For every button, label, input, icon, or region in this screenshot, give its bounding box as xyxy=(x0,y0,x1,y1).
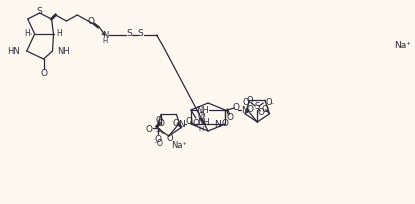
Text: O: O xyxy=(258,108,265,117)
Text: H: H xyxy=(103,38,107,44)
Text: O: O xyxy=(166,133,173,142)
Text: N: N xyxy=(215,120,221,129)
Text: ⁻O: ⁻O xyxy=(153,138,163,147)
Text: O: O xyxy=(247,105,254,114)
Text: S: S xyxy=(126,29,132,38)
Text: N: N xyxy=(102,31,108,40)
Text: O: O xyxy=(88,16,95,25)
Text: O: O xyxy=(198,112,205,121)
Text: Na⁺: Na⁺ xyxy=(171,140,187,149)
Text: S: S xyxy=(156,124,161,133)
Text: ⁻: ⁻ xyxy=(269,100,273,109)
Text: S: S xyxy=(37,7,42,16)
Text: HN: HN xyxy=(7,47,20,56)
Text: S: S xyxy=(255,102,260,111)
Text: NH: NH xyxy=(196,106,209,115)
Text: H: H xyxy=(56,28,62,37)
Text: Na⁺: Na⁺ xyxy=(394,40,411,49)
Text: O: O xyxy=(156,115,163,124)
Text: O: O xyxy=(155,134,162,143)
Text: O: O xyxy=(226,113,233,122)
Text: O: O xyxy=(146,124,153,133)
Text: O: O xyxy=(185,117,192,126)
Text: O: O xyxy=(261,105,268,114)
Text: NH: NH xyxy=(197,118,210,127)
Text: N: N xyxy=(241,106,248,115)
Text: O: O xyxy=(173,119,180,128)
Text: S: S xyxy=(138,29,144,38)
Text: O: O xyxy=(265,98,272,107)
Text: O: O xyxy=(40,69,47,78)
Text: O: O xyxy=(158,119,165,128)
Text: NH: NH xyxy=(57,47,70,56)
Text: O: O xyxy=(243,98,249,107)
Text: H: H xyxy=(199,125,204,131)
Text: O: O xyxy=(233,103,240,112)
Text: O: O xyxy=(247,96,253,105)
Text: O: O xyxy=(222,119,229,128)
Text: O: O xyxy=(193,119,199,128)
Text: H: H xyxy=(200,113,205,118)
Text: N: N xyxy=(178,120,185,129)
Text: H: H xyxy=(24,28,30,37)
